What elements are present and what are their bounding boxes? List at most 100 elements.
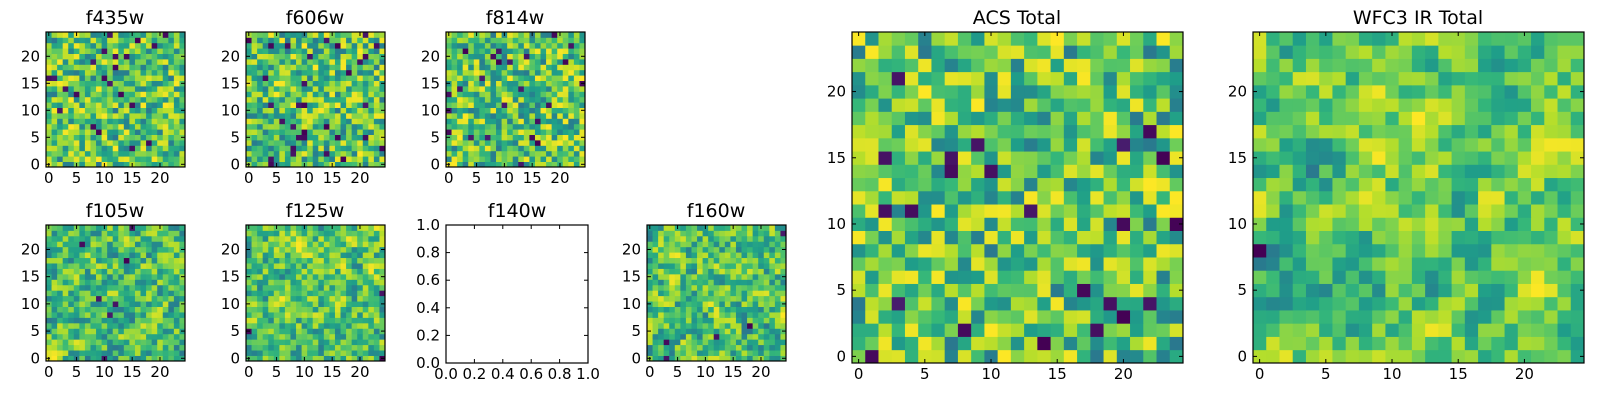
heatmap-cell [262, 59, 269, 65]
heatmap-cell [262, 129, 269, 135]
heatmap-cell [362, 306, 369, 313]
heatmap-cell [1491, 190, 1505, 205]
heatmap-cell [518, 80, 525, 87]
heatmap-cell [865, 349, 879, 364]
heatmap-cell [96, 306, 102, 313]
heatmap-cell [1319, 177, 1333, 192]
heatmap-cell [462, 42, 469, 49]
heatmap-cell [312, 350, 319, 356]
heatmap-cell [146, 306, 153, 313]
heatmap-cell [971, 71, 985, 86]
heatmap-cell [741, 355, 748, 362]
heatmap-cell [473, 134, 480, 141]
heatmap-cell [523, 69, 530, 76]
heatmap-cell [151, 32, 158, 38]
heatmap-cell [284, 252, 291, 259]
heatmap-cell [1332, 217, 1347, 231]
heatmap-cell [680, 306, 687, 313]
heatmap-cell [96, 301, 102, 307]
heatmap-cell [1358, 336, 1373, 351]
heatmap-cell [557, 80, 564, 87]
heatmap-cell [307, 91, 314, 98]
heatmap-cell [101, 350, 108, 356]
heatmap-cell [468, 75, 475, 81]
heatmap-cell [73, 339, 80, 346]
heatmap-cell [301, 96, 308, 103]
heatmap-cell [540, 161, 547, 168]
heatmap-cell [301, 91, 308, 98]
heatmap-cell [1385, 217, 1400, 231]
heatmap-cell [179, 102, 186, 108]
heatmap-cell [468, 145, 475, 152]
heatmap-cell [496, 75, 502, 81]
heatmap-cell [68, 306, 75, 313]
heatmap-cell [1451, 230, 1466, 245]
heatmap-cell [1305, 283, 1320, 298]
heatmap-cell [273, 80, 280, 87]
heatmap-cell [1451, 217, 1466, 231]
heatmap-cell [307, 306, 314, 313]
heatmap-cell [713, 317, 720, 324]
heatmap-cell [697, 230, 703, 237]
heatmap-cell [290, 86, 297, 92]
heatmap-cell [262, 312, 269, 318]
heatmap-cell [674, 235, 681, 242]
heatmap-cell [123, 64, 130, 71]
heatmap-cell [346, 150, 353, 157]
heatmap-cell [562, 145, 569, 152]
heatmap-cell [318, 317, 325, 324]
heatmap-cell [852, 296, 866, 311]
heatmap-cell [346, 86, 353, 92]
heatmap-cell [1398, 283, 1413, 298]
heatmap-cell [1385, 349, 1400, 364]
heatmap-cell [546, 69, 553, 76]
heatmap-cell [658, 301, 665, 307]
heatmap-cell [323, 328, 330, 335]
heatmap-cell [84, 235, 91, 242]
heatmap-cell [323, 32, 330, 38]
heatmap-cell [741, 252, 748, 259]
heatmap-cell [931, 71, 946, 86]
heatmap-cell [1116, 336, 1131, 351]
heatmap-cell [173, 69, 180, 76]
heatmap-cell [534, 140, 541, 146]
heatmap-cell [484, 69, 491, 76]
heatmap-cell [334, 241, 341, 248]
heatmap-cell [273, 230, 280, 237]
heatmap-cell [68, 150, 75, 157]
heatmap-cell [501, 107, 508, 114]
heatmap-cell [290, 96, 297, 103]
heatmap-cell [997, 84, 1012, 99]
heatmap-cell [1050, 217, 1065, 231]
heatmap-cell [1345, 204, 1360, 218]
x-tick-label: 15 [323, 363, 342, 381]
heatmap-cell [346, 241, 353, 248]
heatmap-cell [140, 96, 147, 103]
heatmap-cell [57, 333, 64, 340]
heatmap-cell [891, 257, 906, 271]
heatmap-cell [134, 328, 141, 335]
heatmap-cell [168, 53, 175, 60]
heatmap-cell [663, 268, 670, 275]
y-tick-label: 10 [622, 295, 641, 313]
heatmap-cell [140, 86, 147, 92]
heatmap-cell [724, 252, 731, 259]
heatmap-cell [529, 145, 536, 152]
heatmap-cell [284, 235, 291, 242]
heatmap-cell [329, 241, 336, 248]
heatmap-cell [273, 42, 280, 49]
heatmap-cell [146, 86, 153, 92]
heatmap-cell [702, 241, 709, 248]
y-tick-label: 15 [21, 268, 40, 286]
heatmap-cell [162, 322, 169, 329]
heatmap-cell [346, 118, 353, 125]
heatmap-cell [62, 123, 69, 130]
heatmap-cell [702, 284, 709, 291]
heatmap-cell [334, 301, 341, 307]
heatmap-cell [573, 96, 580, 103]
heatmap-cell [490, 37, 497, 44]
heatmap-cell [518, 69, 525, 76]
heatmap-cell [318, 96, 325, 103]
heatmap-cell [763, 273, 770, 280]
